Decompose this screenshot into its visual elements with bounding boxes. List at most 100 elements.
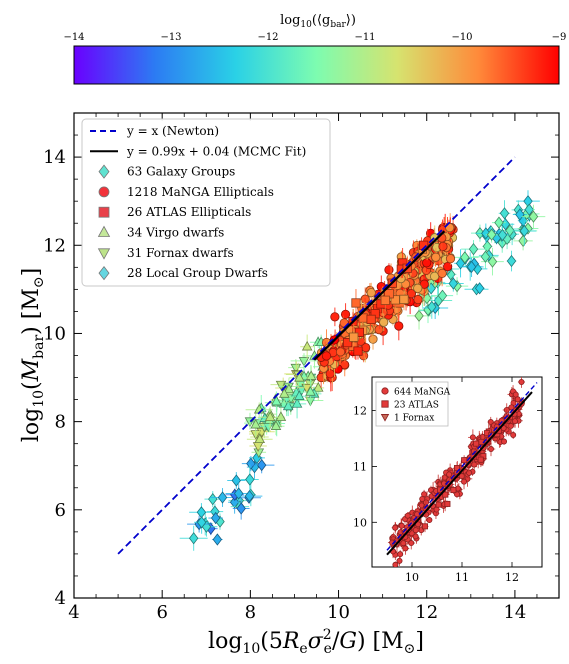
inset-data-point — [426, 517, 433, 524]
data-point — [343, 338, 353, 348]
inset-data-point — [461, 457, 468, 464]
legend-label: 31 Fornax dwarfs — [127, 246, 234, 260]
newton-line — [117, 156, 516, 555]
legend-marker — [98, 206, 110, 218]
colorbar-label: log10(⟨gbar⟩) — [280, 13, 356, 30]
legend-label: 28 Local Group Dwarfs — [127, 266, 268, 280]
data-point — [448, 277, 459, 290]
inset-data-point — [397, 551, 404, 558]
inset-legend-label: 644 MaNGA — [394, 388, 451, 398]
x-tick-label: 14 — [503, 602, 526, 623]
x-tick-label: 4 — [68, 602, 79, 623]
data-point — [305, 386, 316, 396]
inset-data-point — [444, 500, 451, 507]
colorbar-tick-label: −12 — [257, 32, 278, 43]
x-tick-label: 8 — [245, 602, 256, 623]
inset-data-point — [404, 512, 411, 519]
y-axis-label: log10(Mbar) [M⊙] — [19, 268, 47, 442]
data-point — [244, 489, 255, 503]
data-point — [294, 390, 305, 400]
data-point — [438, 241, 448, 252]
inset-legend-marker — [380, 414, 390, 422]
legend-label: 34 Virgo dwarfs — [127, 226, 224, 240]
inset-data-point — [400, 540, 407, 547]
inset-plot: 10 11 12 10 11 12 644 MaNGA 23 ATLAS 1 Fornax — [342, 376, 547, 584]
inset-data-point — [514, 396, 521, 403]
legend-box — [81, 118, 331, 287]
inset-data-point — [508, 404, 515, 411]
inset-data-point — [392, 561, 399, 567]
y-tick-label: 6 — [55, 500, 66, 521]
x-tick-label: 12 — [415, 602, 438, 623]
data-point — [515, 208, 525, 221]
data-point — [366, 288, 376, 298]
inset-newton-line — [386, 382, 538, 551]
data-point — [445, 254, 456, 264]
data-point — [506, 254, 517, 268]
data-point — [413, 294, 423, 305]
data-point — [368, 334, 378, 344]
data-point — [486, 228, 497, 241]
data-point — [426, 282, 436, 295]
data-point — [270, 420, 282, 430]
legend-marker — [98, 265, 110, 281]
inset-legend-marker — [381, 400, 389, 408]
inset-data-point — [419, 495, 426, 502]
data-point — [254, 433, 266, 444]
inset-legend-label: 1 Fornax — [394, 414, 434, 424]
inset-data-point — [412, 533, 419, 540]
data-point — [188, 532, 199, 545]
data-point — [275, 411, 287, 421]
inset-data-point — [396, 557, 403, 564]
data-point — [384, 265, 394, 275]
data-point — [349, 332, 359, 342]
legend-label: 1218 MaNGA Ellipticals — [127, 185, 274, 199]
inset-reference-lines — [386, 382, 538, 556]
data-point — [245, 473, 255, 486]
inset-legend: 644 MaNGA 23 ATLAS 1 Fornax — [375, 381, 451, 427]
data-point — [518, 234, 528, 248]
data-point — [275, 380, 287, 391]
inset-data-point — [487, 446, 494, 453]
data-point — [474, 282, 485, 295]
data-point — [406, 289, 416, 299]
data-point — [528, 210, 539, 223]
inset-data-point — [450, 487, 457, 494]
x-tick-label: 6 — [156, 602, 167, 623]
inset-y-tick-label: 12 — [353, 405, 367, 418]
data-point — [282, 400, 294, 411]
axis-ticks: 4 6 8 10 12 14 4 6 8 10 12 14 — [43, 112, 560, 623]
data-point — [427, 300, 437, 313]
data-point — [380, 295, 390, 305]
data-point — [481, 227, 491, 240]
data-point — [466, 260, 477, 274]
inset-data-point — [437, 486, 444, 493]
colorbar-gradient — [73, 45, 560, 85]
data-point — [497, 228, 508, 242]
inset-data-point — [511, 418, 518, 425]
legend-marker — [97, 248, 111, 260]
data-point — [212, 533, 223, 546]
inset-y-tick-label: 10 — [353, 516, 367, 529]
data-point — [399, 294, 409, 304]
data-points — [179, 190, 546, 551]
data-point — [210, 511, 221, 525]
data-point — [437, 268, 447, 278]
y-tick-label: 14 — [43, 147, 66, 168]
data-point — [278, 388, 290, 398]
data-point — [494, 216, 504, 229]
legend-items: y = x (Newton) y = 0.99x + 0.04 (MCMC Fit… — [90, 124, 306, 281]
inset-data-point — [518, 378, 525, 385]
legend-label: 26 ATLAS Ellipticals — [127, 205, 251, 219]
data-point — [468, 243, 479, 256]
inset-y-tick-label: 11 — [353, 460, 367, 473]
inset-data-point — [392, 524, 399, 531]
inset-data-point — [435, 501, 442, 508]
data-point — [335, 347, 346, 357]
inset-data-point — [461, 478, 468, 485]
fit-line — [313, 230, 446, 361]
inset-x-tick-label: 11 — [455, 571, 469, 584]
inset-data-point — [442, 491, 449, 498]
inset-legend-items: 644 MaNGA 23 ATLAS 1 Fornax — [380, 387, 451, 424]
